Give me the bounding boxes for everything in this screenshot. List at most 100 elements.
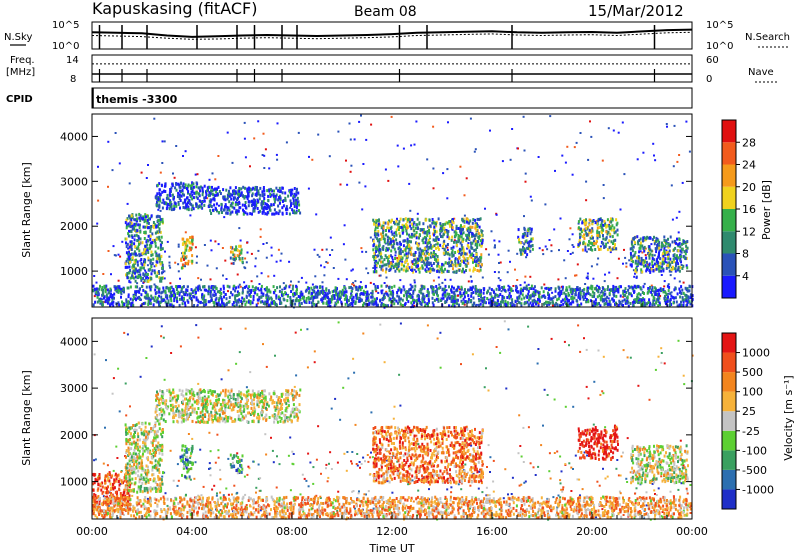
echo-cell xyxy=(133,222,136,226)
echo-cell xyxy=(159,245,162,249)
echo-cell xyxy=(293,187,296,190)
echo-cell xyxy=(405,252,408,256)
echo-cell xyxy=(462,291,465,295)
echo-cell xyxy=(594,304,597,308)
echo-cell xyxy=(655,250,658,254)
echo-cell xyxy=(373,255,375,258)
echo-cell xyxy=(104,300,107,304)
echo-cell xyxy=(439,243,442,247)
echo-cell xyxy=(435,222,437,226)
echo-cell xyxy=(168,303,171,307)
echo-cell xyxy=(651,253,654,257)
echo-cell xyxy=(653,235,655,239)
echo-cell xyxy=(170,285,173,289)
echo-cell xyxy=(467,245,470,249)
echo-cell xyxy=(598,231,601,235)
echo-cell xyxy=(305,297,308,300)
echo-cell xyxy=(663,249,666,253)
echo-cell xyxy=(340,300,343,304)
echo-cell xyxy=(372,218,375,222)
echo-cell xyxy=(364,284,367,288)
echo-cell xyxy=(472,260,474,264)
echo-cell xyxy=(504,299,507,303)
echo-cell xyxy=(446,243,449,246)
echo-cell xyxy=(217,243,220,246)
echo-cell xyxy=(461,269,464,273)
echo-cell xyxy=(588,228,591,232)
echo-cell xyxy=(129,240,132,244)
echo-cell xyxy=(114,286,117,290)
echo-cell xyxy=(558,290,561,294)
echo-cell xyxy=(469,286,472,290)
echo-cell xyxy=(610,288,613,292)
echo-cell xyxy=(138,216,141,220)
echo-cell xyxy=(591,229,594,233)
echo-cell xyxy=(210,285,213,289)
echo-cell xyxy=(158,230,161,234)
echo-cell xyxy=(269,290,272,294)
echo-cell xyxy=(240,187,243,191)
echo-cell xyxy=(478,299,481,303)
echo-cell xyxy=(666,125,668,128)
echo-cell xyxy=(681,247,684,251)
echo-cell xyxy=(331,249,334,251)
echo-cell xyxy=(224,259,227,262)
echo-cell xyxy=(439,223,442,227)
echo-cell xyxy=(277,204,280,208)
echo-cell xyxy=(393,264,396,268)
echo-cell xyxy=(263,189,266,193)
echo-cell xyxy=(467,233,469,237)
echo-cell xyxy=(241,260,244,264)
echo-cell xyxy=(242,194,244,198)
echo-cell xyxy=(373,251,376,255)
echo-cell xyxy=(194,288,197,292)
echo-cell xyxy=(264,202,267,206)
echo-cell xyxy=(129,281,132,284)
echo-cell xyxy=(576,303,579,307)
echo-cell xyxy=(347,304,350,308)
echo-cell xyxy=(150,244,153,248)
echo-cell xyxy=(667,283,670,286)
freq-tick-bottom: 8 xyxy=(70,74,76,85)
echo-cell xyxy=(584,219,587,223)
echo-cell xyxy=(647,263,649,266)
echo-cell xyxy=(530,284,533,288)
echo-cell xyxy=(144,269,147,272)
echo-cell xyxy=(626,299,629,303)
echo-cell xyxy=(425,238,428,242)
echo-cell xyxy=(460,285,463,289)
echo-cell xyxy=(231,210,234,214)
echo-cell xyxy=(432,187,435,190)
echo-cell xyxy=(638,246,641,250)
echo-cell xyxy=(139,219,142,223)
echo-cell xyxy=(158,237,161,241)
echo-cell xyxy=(275,294,278,298)
echo-cell xyxy=(469,241,472,244)
echo-cell xyxy=(528,295,531,298)
echo-cell xyxy=(242,185,245,189)
echo-cell xyxy=(228,295,231,299)
echo-cell xyxy=(674,261,677,264)
echo-cell xyxy=(443,226,446,230)
echo-cell xyxy=(477,293,480,297)
echo-cell xyxy=(441,281,444,284)
echo-cell xyxy=(458,251,461,255)
echo-cell xyxy=(633,298,636,302)
echo-cell xyxy=(519,248,522,252)
echo-cell xyxy=(402,147,405,150)
echo-cell xyxy=(416,262,419,266)
echo-cell xyxy=(395,262,398,266)
echo-cell xyxy=(602,237,605,241)
echo-cell xyxy=(468,250,471,254)
echo-cell xyxy=(388,219,391,223)
echo-cell xyxy=(351,302,354,306)
echo-cell xyxy=(663,296,666,300)
echo-cell xyxy=(662,254,665,258)
echo-cell xyxy=(453,301,456,305)
echo-cell xyxy=(607,297,610,300)
echo-cell xyxy=(184,265,186,268)
echo-cell xyxy=(228,208,231,212)
echo-cell xyxy=(446,233,449,236)
echo-cell xyxy=(445,229,448,232)
echo-cell xyxy=(350,302,353,305)
